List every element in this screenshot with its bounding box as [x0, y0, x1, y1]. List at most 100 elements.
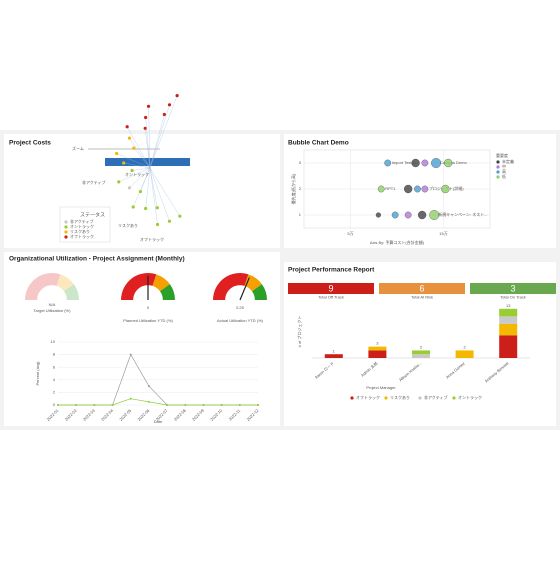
legend-label: オフトラック [70, 233, 94, 239]
tree-link [149, 167, 170, 222]
tree-link [149, 167, 158, 208]
bar-segment [499, 335, 518, 358]
bubble [414, 185, 421, 193]
point [202, 404, 205, 406]
point [220, 404, 223, 406]
tree-node [167, 103, 172, 107]
bar-total: 13 [506, 303, 511, 308]
legend-label: 低 [502, 173, 506, 179]
bar-segment [499, 323, 518, 336]
panel-title: Project Performance Report [288, 267, 375, 274]
tree-node [127, 136, 132, 140]
tree-link [129, 138, 151, 169]
point [147, 385, 150, 388]
bar-total: 2 [463, 344, 466, 349]
y-tick-label: 0 [53, 402, 56, 407]
panel-title: Organizational Utilization - Project Ass… [9, 256, 185, 263]
tree-node [117, 180, 121, 184]
point [75, 404, 78, 406]
panel [4, 134, 280, 248]
kpi-label: Total On Track [500, 295, 526, 300]
tree-node [167, 219, 172, 223]
point [238, 404, 241, 406]
tree-node [175, 94, 179, 98]
legend-label: 中 [502, 163, 506, 169]
legend-swatch [452, 396, 456, 400]
bar-segment [499, 308, 518, 317]
tree-link [116, 153, 151, 169]
tree-link [148, 106, 151, 169]
gauge-band [152, 274, 170, 292]
panel-title: Project Costs [9, 140, 51, 147]
legend-swatch [496, 170, 500, 174]
tree-node [146, 104, 151, 108]
kpi-box [288, 283, 374, 294]
point [129, 397, 132, 400]
tree-link [145, 128, 151, 169]
bar-segment [499, 316, 518, 324]
legend-label: オフトラック [356, 394, 380, 400]
tree-link [140, 167, 151, 192]
line [58, 398, 258, 406]
kpi-value: 3 [510, 283, 515, 293]
legend-swatch [350, 396, 354, 400]
tree-header [105, 158, 190, 166]
tree-node [122, 161, 126, 165]
tree-link [127, 126, 151, 169]
y-tick-label: 10 [51, 339, 56, 344]
zoom-label: ズーム [72, 145, 84, 151]
tree-node [144, 115, 148, 120]
tree-node [155, 222, 160, 227]
gauge-band [64, 284, 79, 300]
branch-label: オントラック [125, 171, 149, 177]
tree-link [133, 148, 151, 169]
gauge-needle [239, 277, 250, 301]
y-axis-label: Percent (avg) [35, 361, 40, 386]
tree-node [127, 186, 132, 190]
legend-label: リスクあり [70, 228, 90, 234]
bubble-label: 新規キャンペーン: ネスト... [438, 211, 487, 217]
tree-node [125, 125, 129, 129]
tree-link [149, 167, 158, 225]
branch-label: リスクあり [118, 222, 138, 228]
tree-node [115, 151, 119, 156]
tree-link [149, 95, 178, 169]
bubble [404, 184, 413, 194]
y-tick-label: 2 [299, 186, 302, 191]
bubble [421, 185, 429, 193]
x-axis-label: Date [154, 419, 163, 424]
bubble [443, 158, 453, 168]
branch-label: オフトラック [140, 236, 164, 242]
legend-swatch [64, 225, 68, 229]
legend-label: オントラック [70, 223, 94, 229]
tree-node [162, 112, 166, 117]
y-axis-label: # of プロジェクト [296, 316, 302, 348]
tree-node [144, 206, 148, 211]
y-tick-label: 2 [53, 389, 56, 394]
tree-link [129, 167, 151, 189]
y-tick-label: 1 [299, 212, 302, 217]
bar-segment [412, 354, 430, 358]
bubble [421, 159, 429, 167]
legend-box [59, 206, 111, 243]
legend-swatch [418, 396, 422, 400]
tree-node [138, 190, 142, 194]
bubble [431, 158, 442, 168]
legend-label: 高 [502, 168, 506, 174]
legend-swatch [384, 396, 388, 400]
y-tick-label: 6 [53, 364, 56, 369]
branch-label: 非アクティブ [82, 179, 106, 185]
x-tick-label: 5万 [347, 231, 353, 236]
gauge-value: 0 [147, 305, 150, 310]
gauge-band [252, 284, 267, 300]
y-tick-label: 3 [299, 160, 302, 165]
bubble-label: RPT1 [385, 186, 396, 191]
legend-title: 重要度 [496, 152, 508, 158]
y-tick-label: 4 [53, 377, 56, 382]
bar-segment [368, 350, 387, 358]
bubble [404, 211, 412, 219]
bar-segment [368, 346, 387, 351]
bubble [441, 184, 450, 194]
gauge-band [25, 273, 61, 300]
